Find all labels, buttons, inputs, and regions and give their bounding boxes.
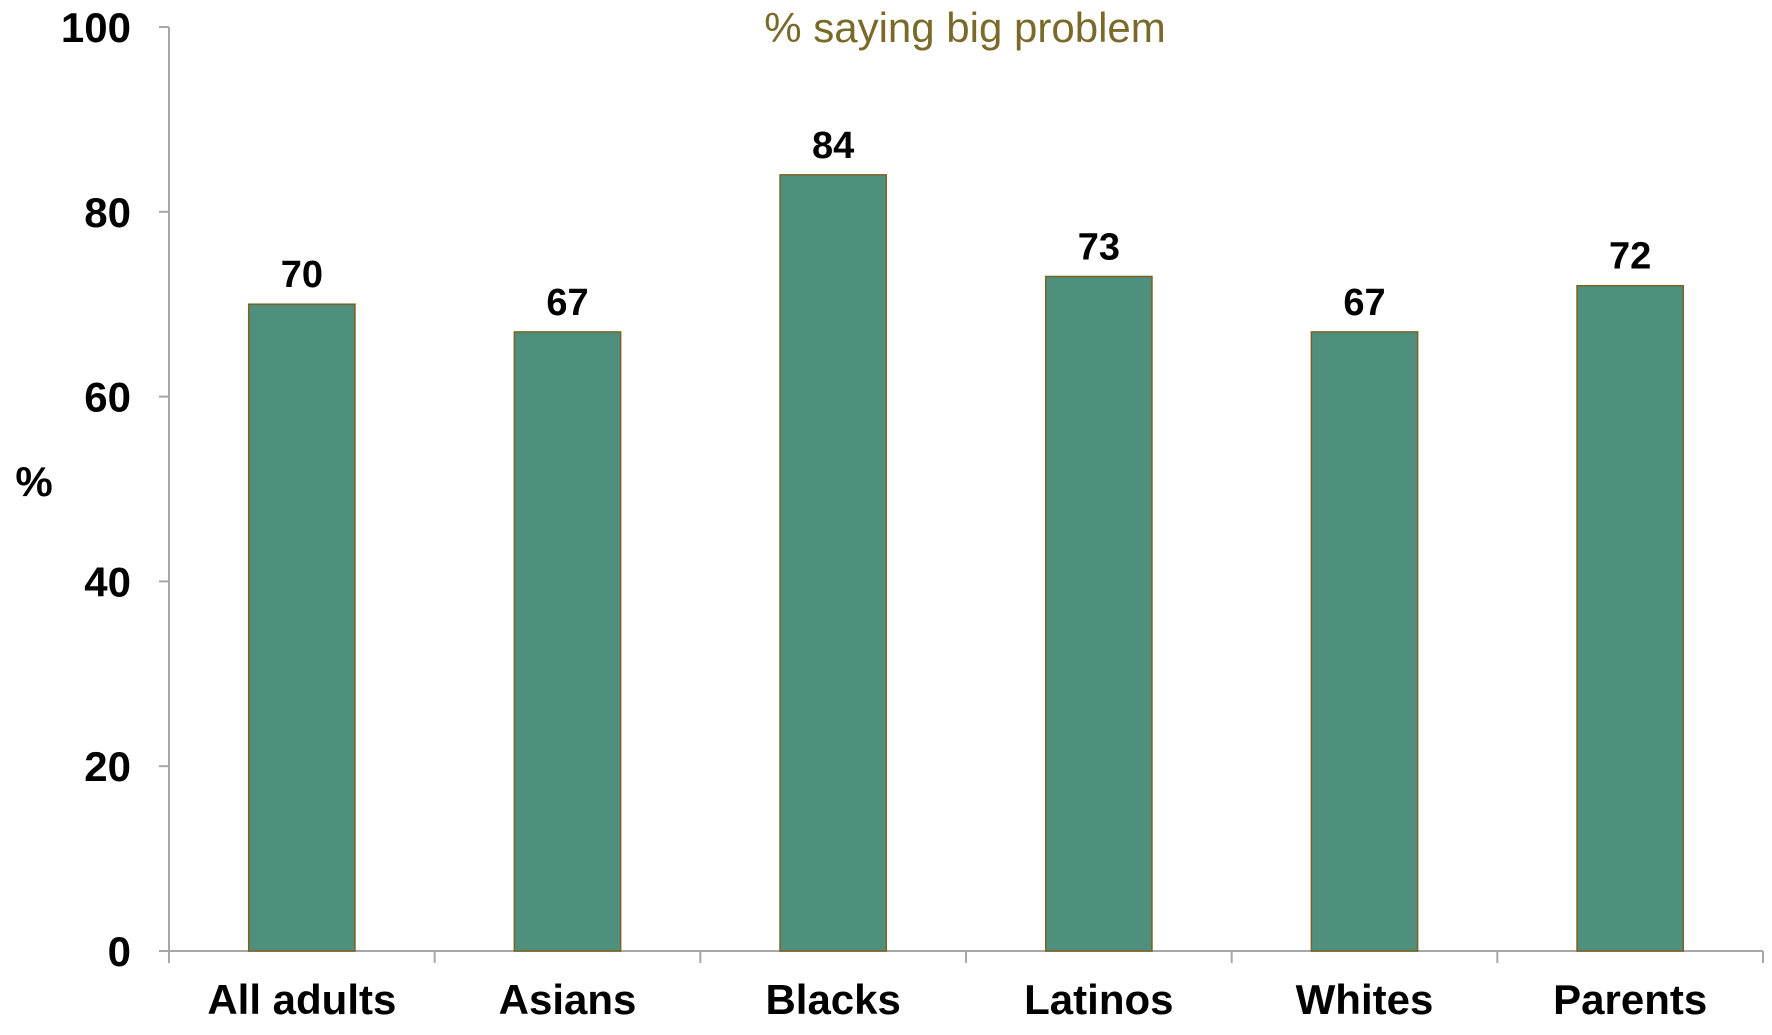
x-tick-label: Latinos bbox=[1024, 976, 1173, 1023]
y-axis-label: % bbox=[15, 458, 52, 505]
y-tick-label: 40 bbox=[84, 558, 131, 605]
bar bbox=[247, 303, 356, 952]
data-label: 73 bbox=[1078, 226, 1120, 268]
x-tick-label: All adults bbox=[207, 976, 396, 1023]
y-tick-label: 100 bbox=[61, 4, 131, 51]
bars bbox=[247, 174, 1685, 952]
y-tick-label: 20 bbox=[84, 743, 131, 790]
bar bbox=[1576, 284, 1685, 952]
x-tick-label: Parents bbox=[1553, 976, 1707, 1023]
x-tick-label: Whites bbox=[1296, 976, 1434, 1023]
y-tick-label: 80 bbox=[84, 189, 131, 236]
data-label: 72 bbox=[1609, 236, 1651, 278]
bar bbox=[513, 331, 622, 952]
x-tick-label: Asians bbox=[499, 976, 637, 1023]
x-tick-label: Blacks bbox=[765, 976, 900, 1023]
chart-title: % saying big problem bbox=[764, 4, 1166, 51]
bar bbox=[1310, 331, 1419, 952]
bar bbox=[779, 174, 888, 952]
bar bbox=[1044, 275, 1153, 952]
data-label: 67 bbox=[546, 282, 588, 324]
y-tick-label: 0 bbox=[108, 928, 131, 975]
data-label: 67 bbox=[1343, 282, 1385, 324]
data-labels: 70 67 84 73 67 72 bbox=[281, 125, 1652, 324]
x-axis: All adults Asians Blacks Latinos Whites Paren… bbox=[168, 950, 1764, 1023]
data-label: 84 bbox=[812, 125, 854, 167]
y-axis: 0 20 40 60 80 100 bbox=[61, 4, 170, 975]
data-label: 70 bbox=[281, 254, 323, 296]
y-tick-label: 60 bbox=[84, 374, 131, 421]
